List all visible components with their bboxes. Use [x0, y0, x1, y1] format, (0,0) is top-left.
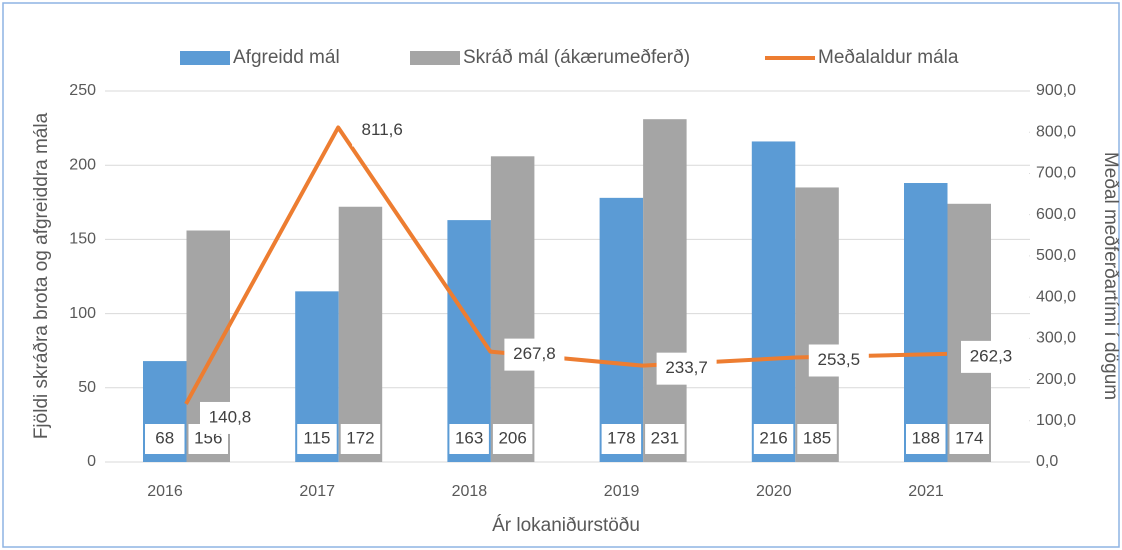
- data-label: 178: [607, 428, 635, 447]
- data-label: 253,5: [818, 350, 861, 369]
- data-label: 163: [455, 428, 483, 447]
- data-label: 185: [803, 428, 831, 447]
- y-tick-label: 200: [69, 156, 96, 173]
- data-label: 267,8: [513, 344, 556, 363]
- x-tick-label: 2016: [147, 483, 183, 500]
- y2-tick-label: 0,0: [1036, 453, 1058, 470]
- x-tick-label: 2021: [908, 483, 944, 500]
- y-tick-label: 0: [87, 453, 96, 470]
- y2-tick-label: 200,0: [1036, 371, 1076, 388]
- x-tick-label: 2020: [756, 483, 792, 500]
- bar: [751, 141, 796, 462]
- y-tick-label: 150: [69, 231, 96, 248]
- y-tick-label: 50: [78, 379, 96, 396]
- legend-label: Meðalaldur mála: [818, 47, 959, 68]
- data-label-box: [297, 424, 337, 454]
- data-label: 140,8: [209, 407, 252, 426]
- y2-tick-label: 400,0: [1036, 288, 1076, 305]
- y2-tick-label: 600,0: [1036, 206, 1076, 223]
- x-tick-label: 2017: [299, 483, 335, 500]
- y2-tick-label: 500,0: [1036, 247, 1076, 264]
- x-tick-label: 2018: [452, 483, 488, 500]
- data-label: 216: [759, 428, 787, 447]
- y-axis-title: Fjöldi skráðra brota og afgreiddra mála: [31, 112, 52, 439]
- data-label-box: [808, 344, 869, 377]
- data-label-box: [797, 424, 837, 454]
- bar: [904, 183, 948, 462]
- data-label: 188: [912, 428, 940, 447]
- data-label: 68: [155, 428, 174, 447]
- data-label-box: [645, 424, 685, 454]
- y2-tick-label: 900,0: [1036, 82, 1076, 99]
- y-tick-label: 100: [69, 305, 96, 322]
- data-label-box: [949, 424, 989, 454]
- data-label-box: [601, 424, 642, 454]
- data-label: 172: [346, 428, 374, 447]
- y2-axis-title: Meðal meðferðartími í dögum: [1100, 152, 1121, 400]
- data-label-box: [906, 424, 946, 454]
- data-label-box: [200, 401, 260, 434]
- data-label-box: [145, 424, 185, 454]
- bar: [947, 203, 991, 462]
- x-tick-label: 2019: [604, 483, 640, 500]
- data-label-box: [340, 424, 381, 454]
- y2-tick-label: 300,0: [1036, 330, 1076, 347]
- data-label-box: [656, 352, 717, 385]
- data-label: 174: [955, 428, 983, 447]
- bar: [795, 187, 839, 462]
- legend-swatch: [410, 51, 460, 65]
- data-label: 231: [651, 428, 679, 447]
- data-label-box: [352, 114, 413, 147]
- bar: [643, 119, 687, 463]
- data-label: 233,7: [665, 358, 708, 377]
- y2-tick-label: 700,0: [1036, 165, 1076, 182]
- legend-swatch: [180, 51, 230, 65]
- y-tick-label: 250: [69, 82, 96, 99]
- data-label: 206: [498, 428, 526, 447]
- legend-label: Skráð mál (ákærumeðferð): [463, 47, 690, 68]
- data-label: 811,6: [362, 120, 403, 139]
- data-label-box: [961, 340, 1021, 373]
- y2-tick-label: 100,0: [1036, 412, 1076, 429]
- data-label-box: [492, 424, 533, 454]
- data-label-box: [504, 338, 565, 371]
- bar: [599, 197, 644, 462]
- data-label-box: [753, 424, 794, 454]
- data-label: 262,3: [970, 346, 1013, 365]
- bar: [490, 156, 535, 462]
- data-label-box: [449, 424, 489, 454]
- y2-tick-label: 800,0: [1036, 123, 1076, 140]
- bar: [338, 206, 383, 462]
- x-axis-title: Ár lokaniðurstöðu: [492, 515, 640, 536]
- data-label: 115: [303, 428, 330, 447]
- legend-label: Afgreidd mál: [233, 47, 340, 68]
